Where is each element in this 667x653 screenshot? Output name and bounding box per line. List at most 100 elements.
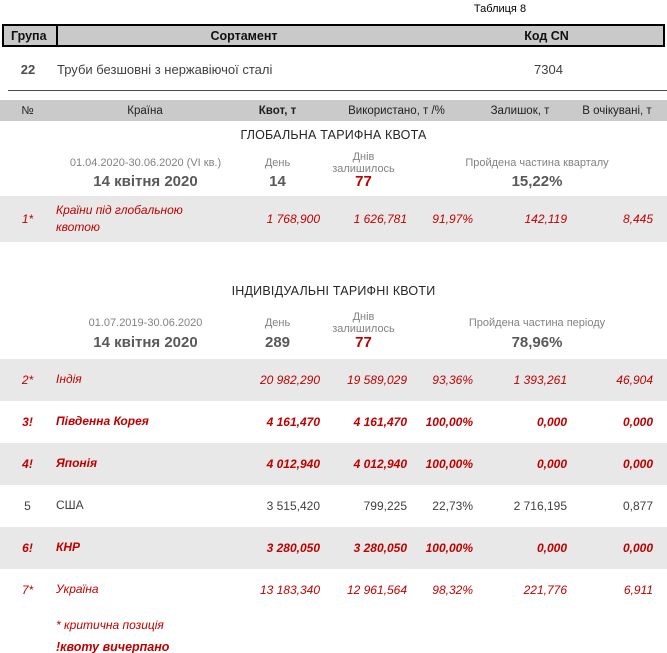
used-pct-cell: 100,00%: [425, 457, 473, 471]
used-pct-cell: 100,00%: [425, 415, 473, 429]
global-quota-values: 14 квітня 2020 14 77 15,22%: [0, 169, 667, 193]
sortament-column-header: Сортамент: [210, 28, 278, 43]
used-cell: 4 012,940: [353, 457, 407, 471]
used-cell: 4 161,470: [353, 415, 407, 429]
used-column-header: Використано, т /%: [348, 104, 445, 117]
remainder-cell: 142,119: [524, 212, 568, 226]
used-cell: 19 589,029: [346, 373, 407, 387]
expected-cell: 0,000: [622, 457, 653, 471]
product-cn-code: 7304: [534, 61, 563, 77]
expected-cell: 6,911: [623, 583, 653, 597]
footnote-critical: * критична позиція: [56, 618, 164, 632]
footnote-exhausted: !квоту вичерпано: [56, 640, 170, 653]
row-country: Україна: [56, 582, 99, 597]
quota-period: 01.04.2020-30.06.2020 (VI кв.): [69, 157, 222, 169]
days-left-label: Днів залишилось: [332, 311, 395, 335]
row-country: Індія: [56, 372, 82, 387]
days-left-label: Днів залишилось: [332, 151, 395, 175]
day-number: 14: [269, 172, 286, 190]
row-country: Японія: [56, 456, 98, 471]
current-date: 14 квітня 2020: [93, 333, 198, 351]
used-cell: 12 961,564: [346, 583, 407, 597]
remainder-column-header: Залишок, т: [490, 104, 550, 117]
row-country: Південна Корея: [56, 414, 149, 429]
used-pct-cell: 22,73%: [432, 499, 473, 513]
quota-table-row: 1* Країни під глобальною квотою 1 768,90…: [0, 196, 667, 242]
days-left-value: 77: [355, 333, 372, 351]
row-number: 3!: [22, 415, 33, 429]
day-label: День: [264, 157, 291, 169]
quota-column-header: Квот, т: [258, 104, 297, 117]
country-column-header: Країна: [127, 104, 163, 117]
expected-cell: 8,445: [622, 212, 653, 226]
expected-column-header: В очікувані, т: [582, 104, 652, 117]
current-date: 14 квітня 2020: [93, 172, 198, 190]
global-quota-subheader: 01.04.2020-30.06.2020 (VI кв.) День Днів…: [0, 151, 667, 175]
table-caption: Таблиця 8: [473, 3, 527, 15]
global-quota-rows: 1* Країни під глобальною квотою 1 768,90…: [0, 196, 667, 242]
used-pct-cell: 93,36%: [432, 373, 473, 387]
quota-cell: 3 280,050: [266, 541, 320, 555]
used-pct-cell: 98,32%: [432, 583, 473, 597]
product-row: 22 Труби безшовні з нержавіючої сталі 73…: [0, 58, 667, 80]
remainder-cell: 221,776: [523, 583, 567, 597]
quota-cell: 4 012,940: [266, 457, 320, 471]
progress-value: 15,22%: [511, 172, 563, 190]
quota-columns-header: № Країна Квот, т Використано, т /% Залиш…: [0, 100, 667, 121]
row-number: 2*: [21, 373, 34, 387]
quota-cell: 4 161,470: [266, 415, 320, 429]
quota-table-row: 5 США 3 515,420 799,225 22,73% 2 716,195…: [0, 485, 667, 527]
progress-value: 78,96%: [511, 333, 563, 351]
remainder-cell: 0,000: [536, 541, 567, 555]
row-country: Країни під глобальною квотою: [56, 202, 183, 234]
row-country: КНР: [56, 540, 81, 555]
product-name: Труби безшовні з нержавіючої сталі: [57, 61, 273, 77]
expected-cell: 46,904: [616, 373, 653, 387]
used-pct-cell: 100,00%: [425, 541, 473, 555]
remainder-cell: 1 393,261: [513, 373, 567, 387]
num-column-header: №: [21, 104, 34, 117]
row-number: 4!: [22, 457, 33, 471]
expected-cell: 0,000: [622, 541, 653, 555]
quota-table-row: 4! Японія 4 012,940 4 012,940 100,00% 0,…: [0, 443, 667, 485]
global-quota-section-title: ГЛОБАЛЬНА ТАРИФНА КВОТА: [240, 128, 427, 142]
quota-table-row: 6! КНР 3 280,050 3 280,050 100,00% 0,000…: [0, 527, 667, 569]
divider-line: [8, 90, 667, 91]
individual-quotas-section-title: ІНДИВІДУАЛЬНІ ТАРИФНІ КВОТИ: [231, 284, 436, 298]
quota-table-row: 7* Україна 13 183,340 12 961,564 98,32% …: [0, 569, 667, 611]
quota-cell: 1 768,900: [266, 212, 320, 226]
used-cell: 799,225: [363, 499, 407, 513]
used-cell: 1 626,781: [353, 212, 407, 226]
row-number: 7*: [21, 583, 34, 597]
remainder-cell: 2 716,195: [513, 499, 567, 513]
row-number: 5: [24, 499, 31, 513]
used-cell: 3 280,050: [353, 541, 407, 555]
row-number: 1*: [21, 212, 34, 226]
day-number: 289: [264, 333, 291, 351]
individual-quotas-values: 14 квітня 2020 289 77 78,96%: [0, 330, 667, 354]
progress-label: Пройдена частина періоду: [468, 317, 606, 329]
expected-cell: 0,877: [622, 499, 653, 513]
cn-code-column-header: Код CN: [524, 28, 569, 43]
quota-table-row: 2* Індія 20 982,290 19 589,029 93,36% 1 …: [0, 359, 667, 401]
row-country: США: [56, 498, 84, 513]
remainder-cell: 0,000: [536, 457, 567, 471]
expected-cell: 0,000: [622, 415, 653, 429]
individual-quotas-subheader: 01.07.2019-30.06.2020 День Днів залишило…: [0, 311, 667, 335]
remainder-cell: 0,000: [536, 415, 567, 429]
quota-table-row: 3! Південна Корея 4 161,470 4 161,470 10…: [0, 401, 667, 443]
quota-cell: 3 515,420: [266, 499, 320, 513]
product-header-bar: Група Сортамент Код CN: [2, 24, 665, 47]
quota-cell: 13 183,340: [259, 583, 320, 597]
quota-cell: 20 982,290: [259, 373, 320, 387]
individual-quota-rows: 2* Індія 20 982,290 19 589,029 93,36% 1 …: [0, 359, 667, 611]
progress-label: Пройдена частина кварталу: [465, 157, 609, 169]
used-pct-cell: 91,97%: [432, 212, 473, 226]
group-column-header: Група: [4, 26, 58, 45]
quota-period: 01.07.2019-30.06.2020: [88, 317, 203, 329]
row-number: 6!: [22, 541, 33, 555]
product-group-number: 22: [20, 61, 36, 77]
day-label: День: [264, 317, 291, 329]
days-left-value: 77: [355, 172, 372, 190]
